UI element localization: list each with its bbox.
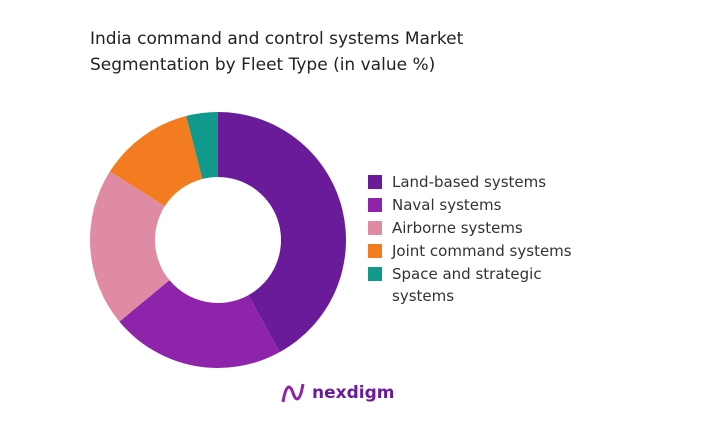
legend-swatch [368, 244, 382, 258]
donut-slice [186, 112, 218, 179]
logo-icon [281, 383, 305, 403]
legend-item: Joint command systems [368, 240, 608, 262]
legend-item: Airborne systems [368, 217, 608, 239]
legend-swatch [368, 267, 382, 281]
legend: Land-based systems Naval systems Airborne … [368, 171, 608, 308]
donut-slice [218, 112, 346, 353]
donut-slice [109, 116, 203, 207]
legend-label: Airborne systems [392, 219, 523, 237]
legend-item: Naval systems [368, 194, 608, 216]
donut-slice [89, 171, 170, 322]
logo-text: nexdigm [312, 383, 395, 403]
legend-label: Joint command systems [392, 242, 572, 260]
donut-slice [119, 280, 280, 369]
legend-swatch [368, 221, 382, 235]
chart-title: India command and control systems Market… [90, 29, 464, 75]
legend-item: Space and strategic systems [368, 263, 608, 307]
legend-label: Land-based systems [392, 173, 547, 191]
legend-label: Naval systems [392, 196, 502, 214]
legend-swatch [368, 175, 382, 189]
logo: nexdigm [280, 380, 394, 406]
legend-item: Land-based systems [368, 171, 608, 193]
legend-label: Space and strategic systems [392, 265, 542, 305]
legend-swatch [368, 198, 382, 212]
